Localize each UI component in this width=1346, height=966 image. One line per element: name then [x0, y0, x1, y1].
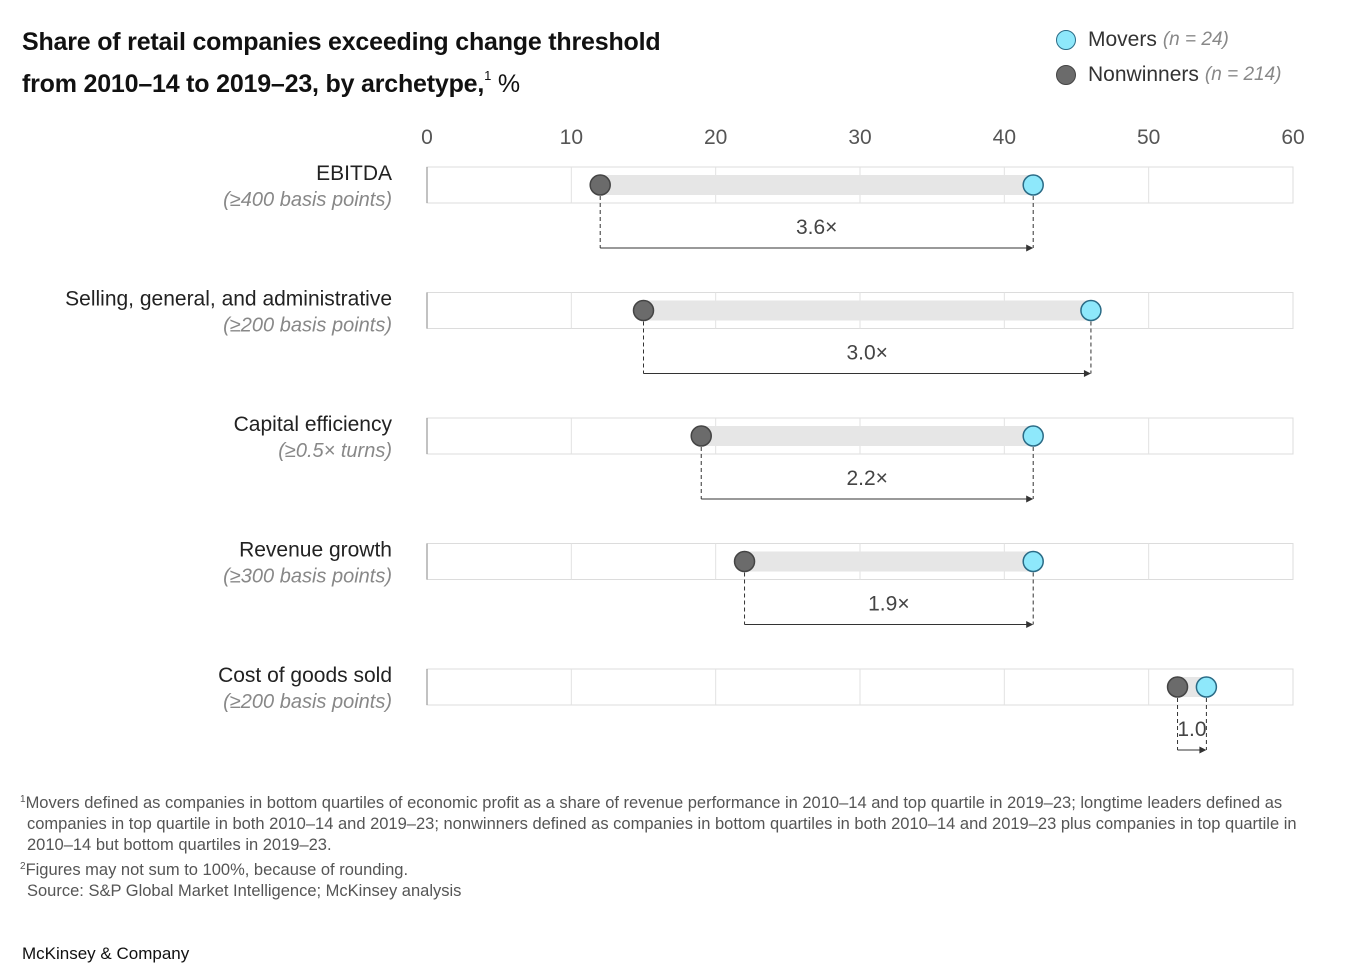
brand-logo-text: McKinsey & Company	[22, 944, 190, 963]
footnote-2: 2Figures may not sum to 100%, because of…	[20, 861, 409, 879]
point-nonwinners	[589, 174, 611, 196]
legend: Movers (n = 24) Nonwinners (n = 214)	[1056, 22, 1281, 92]
x-tick-label: 30	[848, 126, 871, 149]
ratio-label: 2.2×	[846, 467, 887, 490]
title-line-2: from 2010–14 to 2019–23, by archetype,1 …	[22, 68, 520, 98]
footnotes: 1Movers defined as companies in bottom q…	[20, 789, 1330, 902]
x-tick-label: 40	[993, 126, 1016, 149]
category-sublabel: (≥0.5× turns)	[278, 440, 392, 462]
legend-label-movers: Movers	[1088, 27, 1157, 51]
x-tick-label: 10	[560, 126, 583, 149]
x-tick-label: 60	[1281, 126, 1304, 149]
category-label: Revenue growth	[239, 539, 392, 562]
category-label: Selling, general, and administrative	[65, 288, 392, 311]
legend-item-nonwinners: Nonwinners (n = 214)	[1056, 57, 1281, 92]
point-movers	[1022, 425, 1044, 447]
point-nonwinners	[1166, 676, 1189, 698]
ratio-arrow-head-icon	[1026, 621, 1034, 628]
category-sublabel: (≥300 basis points)	[223, 566, 392, 588]
category-label: Capital efficiency	[234, 413, 393, 436]
dumbbell-chart: 0 10 20 30 40 50 60 3.6× EBITDA (≥400 basis point…	[65, 126, 1305, 754]
range-bar	[600, 175, 1034, 195]
ratio-arrow-head-icon	[1199, 746, 1207, 754]
x-tick-label: 0	[421, 126, 433, 149]
x-tick-label: 50	[1137, 126, 1160, 149]
legend-note-movers: (n = 24)	[1162, 28, 1229, 50]
category-sublabel: (≥200 basis points)	[223, 691, 392, 713]
range-bar	[744, 551, 1034, 572]
ratio-label: 3.6×	[796, 216, 837, 239]
nonwinners-swatch-icon	[1056, 64, 1076, 85]
point-movers	[1080, 299, 1102, 322]
point-nonwinners	[733, 550, 756, 573]
point-movers	[1195, 676, 1218, 698]
ratio-arrow-head-icon	[1026, 495, 1034, 503]
point-nonwinners	[690, 425, 712, 447]
point-movers	[1022, 550, 1044, 573]
chart-title: Share of retail companies exceeding chan…	[22, 26, 661, 101]
title-unit: %	[491, 70, 520, 98]
category-label: Cost of goods sold	[218, 664, 392, 687]
ratio-arrow-head-icon	[1083, 370, 1091, 377]
title-footnote-marker: 1	[484, 68, 492, 83]
legend-note-nonwinners: (n = 214)	[1204, 63, 1282, 85]
footnote-1: 1Movers defined as companies in bottom q…	[20, 794, 1297, 854]
ratio-arrow-head-icon	[1026, 244, 1034, 252]
range-bar	[643, 300, 1091, 321]
point-nonwinners	[632, 299, 655, 322]
ratio-label: 1.0	[1177, 718, 1206, 741]
ratio-label: 1.9×	[868, 593, 909, 616]
source-note: Source: S&P Global Market Intelligence; …	[27, 882, 462, 900]
category-sublabel: (≥400 basis points)	[223, 189, 392, 211]
title-line-1: Share of retail companies exceeding chan…	[22, 28, 661, 56]
legend-label-nonwinners: Nonwinners	[1088, 62, 1199, 86]
range-bar	[701, 426, 1034, 446]
movers-swatch-icon	[1056, 29, 1076, 50]
ratio-label: 3.0×	[846, 342, 887, 365]
point-movers	[1022, 174, 1044, 196]
legend-item-movers: Movers (n = 24)	[1056, 22, 1281, 57]
category-label: EBITDA	[316, 162, 392, 185]
x-tick-label: 20	[704, 126, 727, 149]
category-sublabel: (≥200 basis points)	[223, 315, 392, 337]
